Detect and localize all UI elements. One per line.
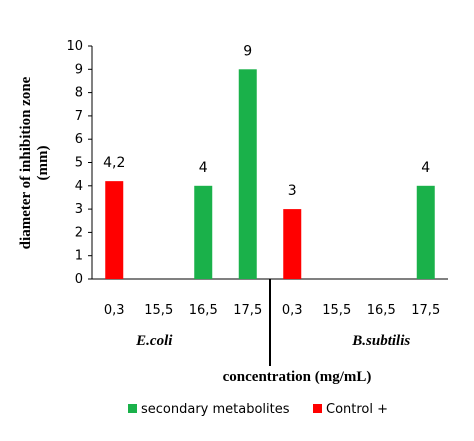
x-axis (92, 278, 448, 366)
y-tick-label: 8 (75, 86, 83, 101)
y-tick-label: 4 (75, 179, 83, 194)
bar-metabolites (194, 185, 213, 279)
x-axis-title: concentration (mg/mL) (223, 369, 372, 385)
group-label: B.subtilis (351, 333, 410, 349)
legend-swatch (128, 404, 137, 413)
x-tick-labels: 0,3 15,5 16,5 17,5 0,3 15,5 16,5 17,5 (104, 303, 440, 318)
bar-control (283, 209, 302, 279)
y-tick-label: 6 (75, 132, 83, 147)
data-label: 4,2 (103, 155, 125, 171)
bar-control (105, 181, 124, 279)
y-axis: 0 1 2 3 4 5 6 7 8 9 10 (66, 39, 93, 287)
y-axis-title-line: diameter of inhibition zone (18, 76, 34, 249)
bar-metabolites (416, 185, 435, 279)
data-labels: 4,2 4 9 3 4 (103, 43, 430, 199)
bars (105, 69, 435, 279)
group-label: E.coli (135, 333, 173, 349)
group-labels: E.coli B.subtilis (135, 333, 410, 349)
y-axis-title: diameter of inhibition zone (mm) (18, 76, 51, 249)
x-tick-label: 0,3 (282, 303, 303, 318)
x-tick-label: 17,5 (411, 303, 440, 318)
legend: secondary metabolites Control + (128, 402, 388, 417)
y-axis-title-line: (mm) (35, 146, 51, 181)
y-tick-label: 7 (75, 109, 83, 124)
x-tick-label: 16,5 (189, 303, 218, 318)
x-tick-label: 17,5 (233, 303, 262, 318)
y-tick-label: 10 (66, 39, 83, 54)
y-tick-label: 9 (75, 62, 83, 77)
x-tick-label: 16,5 (367, 303, 396, 318)
y-tick-label: 2 (75, 225, 83, 240)
y-tick-label: 0 (75, 272, 83, 287)
data-label: 4 (421, 160, 430, 176)
x-tick-label: 15,5 (322, 303, 351, 318)
data-label: 3 (288, 183, 297, 199)
legend-swatch (313, 404, 322, 413)
y-tick-label: 3 (75, 202, 83, 217)
legend-label: Control + (326, 402, 388, 417)
data-label: 4 (199, 160, 208, 176)
x-tick-label: 0,3 (104, 303, 125, 318)
data-label: 9 (243, 43, 252, 59)
bar-metabolites (238, 69, 257, 279)
x-tick-label: 15,5 (144, 303, 173, 318)
legend-label: secondary metabolites (141, 402, 290, 417)
y-tick-label: 5 (75, 156, 83, 171)
y-tick-label: 1 (75, 249, 83, 264)
